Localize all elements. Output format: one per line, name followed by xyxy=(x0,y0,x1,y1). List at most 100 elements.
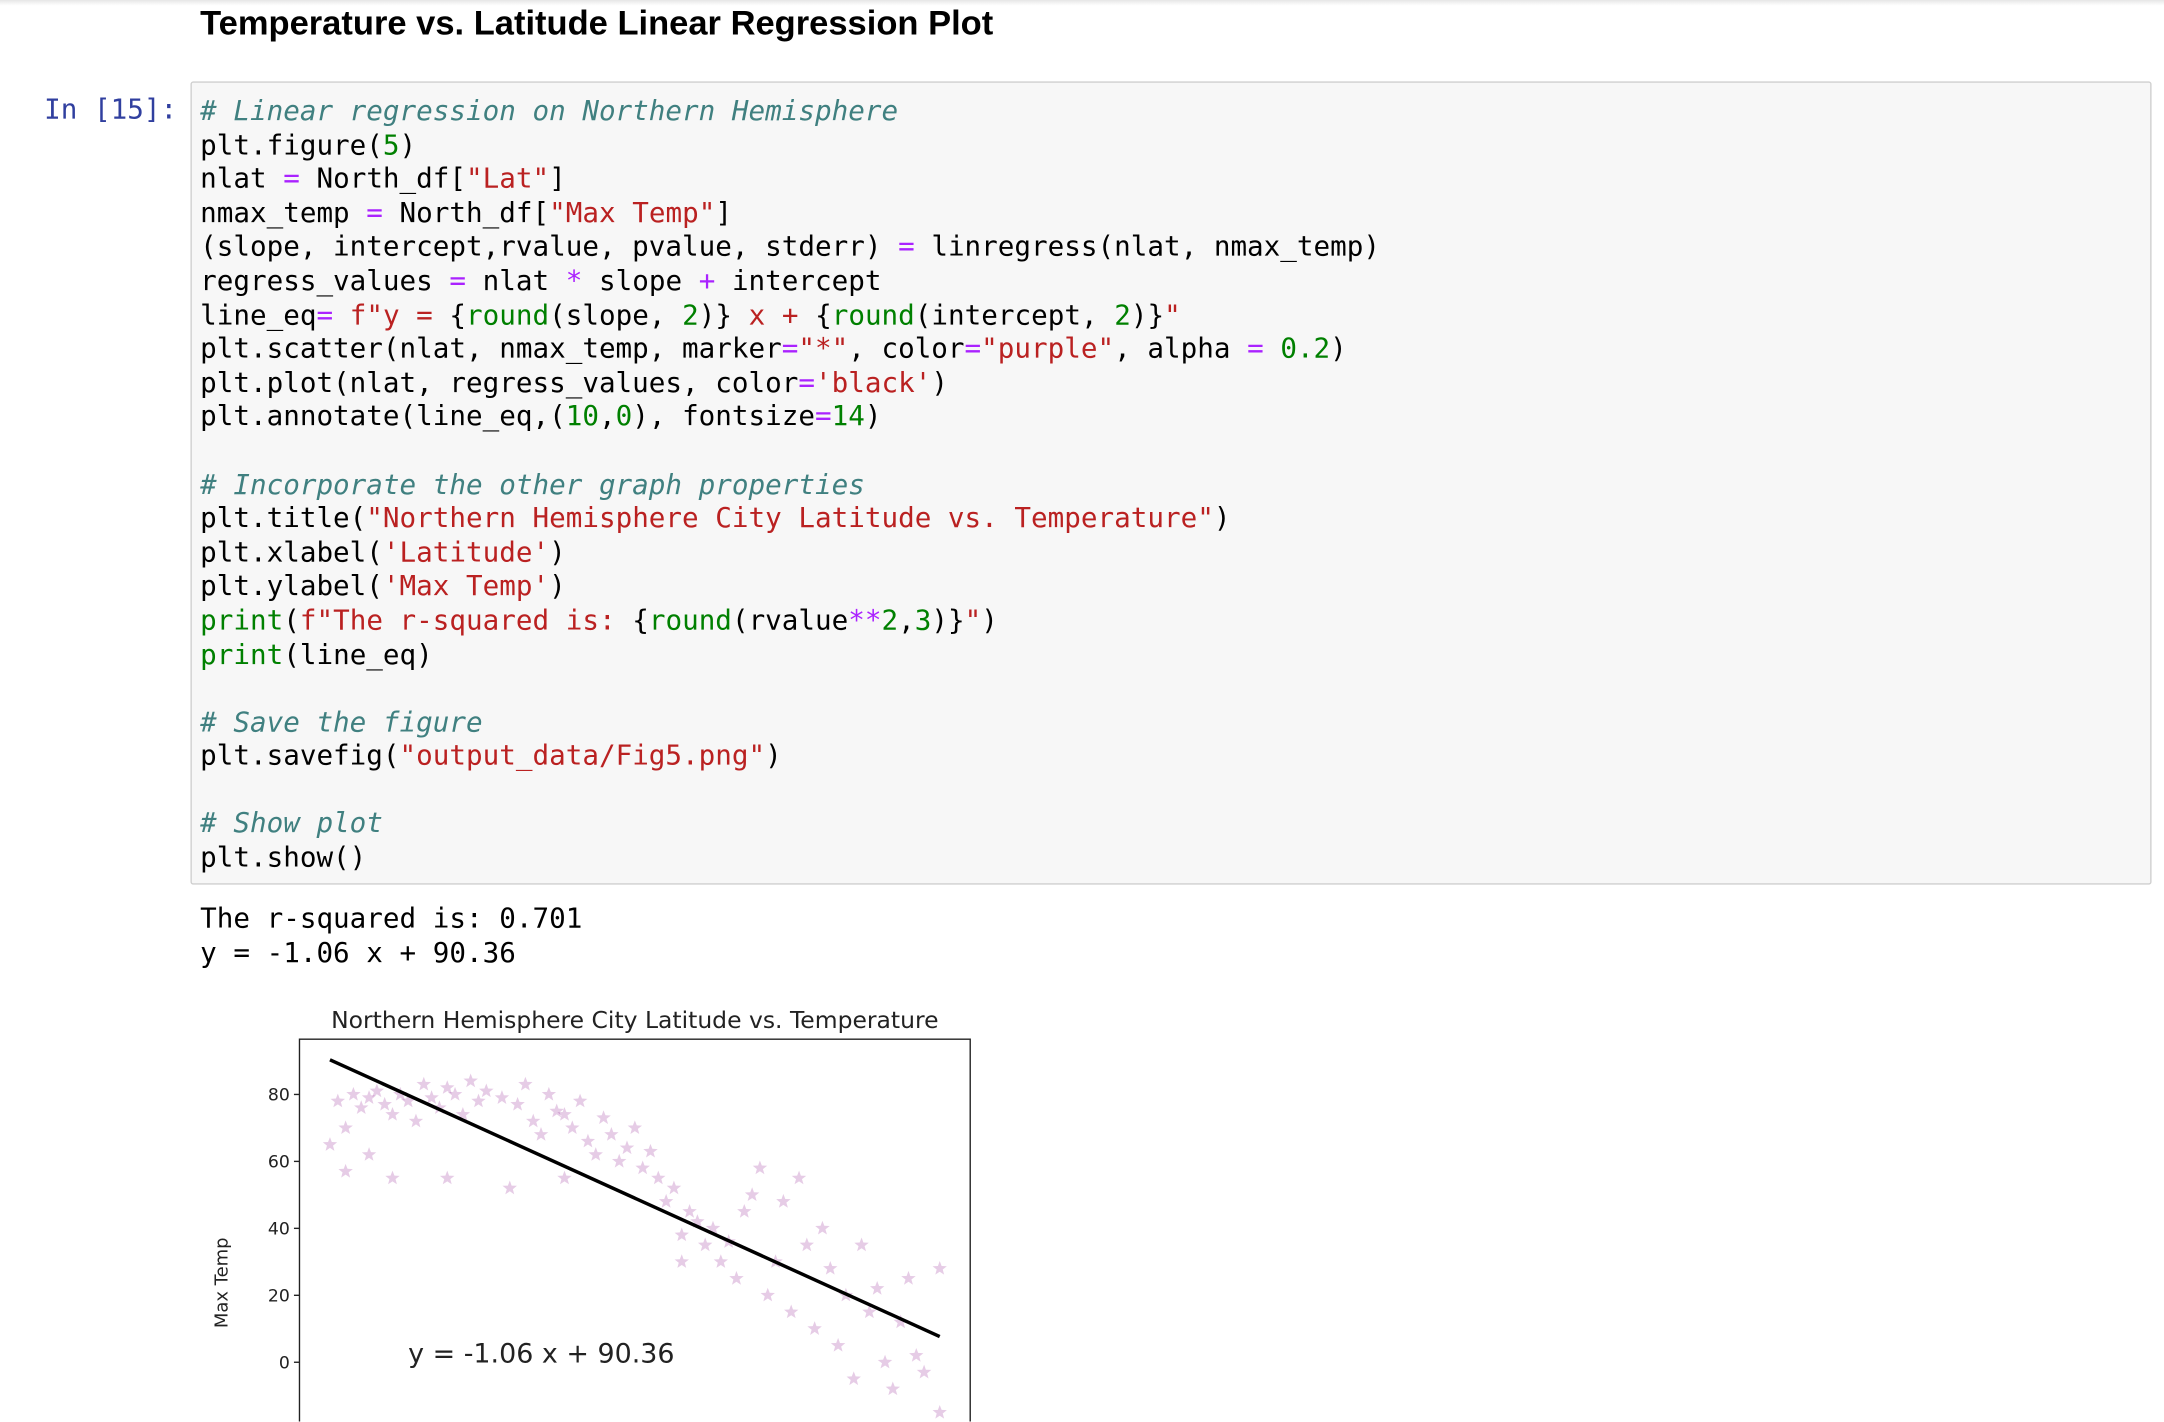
axes-frame xyxy=(298,1038,971,1422)
code-line: plt.title("Northern Hemisphere City Lati… xyxy=(200,501,1231,535)
scatter-point xyxy=(870,1281,885,1295)
toolbar-shadow xyxy=(0,0,2164,6)
scatter-point xyxy=(346,1086,361,1101)
code-line: plt.plot(nlat, regress_values, color='bl… xyxy=(200,365,948,399)
scatter-point xyxy=(901,1270,916,1285)
chart-title: Northern Hemisphere City Latitude vs. Te… xyxy=(331,1006,938,1034)
scatter-point xyxy=(658,1193,674,1208)
scatter-point xyxy=(697,1237,713,1252)
scatter-point xyxy=(830,1337,846,1352)
scatter-point xyxy=(557,1106,572,1121)
code-line: nmax_temp = North_df["Max Temp"] xyxy=(200,195,732,229)
scatter-point xyxy=(877,1354,893,1369)
scatter-point xyxy=(596,1110,611,1125)
scatter-point xyxy=(854,1237,869,1252)
scatter-point xyxy=(479,1083,494,1098)
scatter-point xyxy=(338,1163,353,1178)
scatter-point xyxy=(604,1126,619,1141)
code-line: plt.savefig("output_data/Fig5.png") xyxy=(200,738,782,772)
scatter-point xyxy=(932,1260,947,1275)
scatter-point xyxy=(737,1203,752,1218)
output-line: The r-squared is: 0.701 xyxy=(200,901,583,935)
scatter-point xyxy=(909,1347,924,1362)
scatter-point xyxy=(846,1371,861,1386)
scatter-point xyxy=(784,1304,799,1319)
scatter-point xyxy=(361,1147,377,1161)
scatter-point xyxy=(674,1254,689,1268)
scatter-point xyxy=(588,1147,603,1161)
heading: Temperature vs. Latitude Linear Regressi… xyxy=(200,4,994,43)
annotation: y = -1.06 x + 90.36 xyxy=(408,1338,674,1369)
scatter-point xyxy=(330,1093,346,1108)
scatter-point xyxy=(471,1093,486,1108)
scatter-point xyxy=(674,1227,689,1242)
code-line: print(line_eq) xyxy=(200,636,433,671)
code-line: # Save the figure xyxy=(200,704,483,738)
scatter-point xyxy=(807,1321,822,1335)
scatter-point xyxy=(776,1193,791,1208)
code-line: print(f"The r-squared is: {round(rvalue*… xyxy=(200,602,998,637)
code-line: plt.figure(5) xyxy=(200,127,417,161)
scatter-point xyxy=(627,1120,643,1135)
scatter-point xyxy=(690,1214,705,1228)
scatter-point xyxy=(385,1106,400,1121)
code-line: # Show plot xyxy=(200,806,383,840)
cell-output: The r-squared is: 0.701 y = -1.06 x + 90.… xyxy=(200,901,582,969)
scatter-point xyxy=(525,1113,541,1128)
y-tick-label: 0 xyxy=(279,1353,290,1373)
scatter-point xyxy=(549,1103,564,1118)
y-tick-label: 60 xyxy=(268,1153,290,1173)
scatter-point xyxy=(893,1314,908,1329)
scatter-point xyxy=(619,1140,635,1155)
y-tick-label: 80 xyxy=(268,1086,290,1106)
scatter-point xyxy=(580,1133,596,1148)
code-line: plt.ylabel('Max Temp') xyxy=(200,569,566,603)
scatter-point xyxy=(713,1254,729,1268)
scatter-point xyxy=(705,1220,721,1235)
scatter-point xyxy=(432,1100,447,1115)
scatter-point xyxy=(518,1076,533,1091)
scatter-point xyxy=(510,1096,525,1111)
code-cell[interactable]: # Linear regression on Northern Hemisphe… xyxy=(190,81,2152,885)
code-line: regress_values = nlat * slope + intercep… xyxy=(200,263,882,297)
scatter-point xyxy=(385,1170,400,1185)
scatter-point xyxy=(862,1304,877,1319)
output-line: y = -1.06 x + 90.36 xyxy=(200,935,516,969)
scatter-point xyxy=(565,1120,580,1135)
code-line: # Incorporate the other graph properties xyxy=(200,467,865,501)
code-line: plt.scatter(nlat, nmax_temp, marker="*",… xyxy=(200,331,1347,365)
scatter-point xyxy=(815,1220,830,1235)
code-line: (slope, intercept,rvalue, pvalue, stderr… xyxy=(200,229,1381,263)
scatter-point xyxy=(424,1090,439,1104)
code-line: plt.show() xyxy=(200,840,367,874)
scatter-point xyxy=(369,1083,385,1098)
scatter-point xyxy=(439,1170,455,1185)
scatter-point xyxy=(463,1073,478,1088)
scatter-point xyxy=(322,1137,338,1151)
y-tick-label: 20 xyxy=(268,1287,290,1307)
y-axis-label: Max Temp xyxy=(212,1238,233,1329)
scatter-point xyxy=(377,1096,392,1111)
scatter-point xyxy=(744,1187,760,1201)
scatter-point xyxy=(393,1086,408,1101)
code-line: nlat = North_df["Lat"] xyxy=(200,161,566,195)
scatter-point xyxy=(533,1126,549,1141)
scatter-point xyxy=(541,1086,557,1101)
scatter-point xyxy=(400,1093,416,1108)
code-line: plt.annotate(line_eq,(10,0), fontsize=14… xyxy=(200,399,882,433)
scatter-point xyxy=(729,1270,744,1285)
scatter-point xyxy=(416,1076,432,1091)
scatter-point xyxy=(447,1086,463,1101)
scatter-point xyxy=(635,1160,650,1175)
scatter-point xyxy=(682,1203,697,1218)
scatter-point xyxy=(361,1090,377,1104)
regression-line xyxy=(329,1058,941,1339)
scatter-point xyxy=(791,1170,807,1185)
cell-prompt: In [15]: xyxy=(44,92,178,126)
scatter-point xyxy=(799,1237,814,1252)
scatter-point xyxy=(353,1100,369,1115)
scatter-point xyxy=(494,1090,510,1104)
code-line: # Linear regression on Northern Hemisphe… xyxy=(200,93,899,127)
code-line: line_eq= f"y = {round(slope, 2)} x + {ro… xyxy=(200,297,1181,331)
